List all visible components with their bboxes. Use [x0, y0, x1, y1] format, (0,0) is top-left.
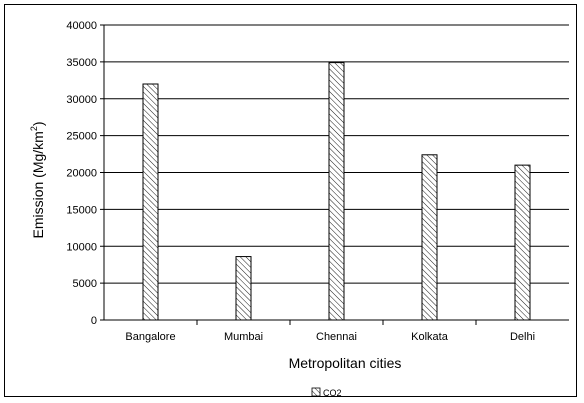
y-axis-label-text: Emission (Mg/km	[30, 131, 46, 238]
x-tick-label: Delhi	[510, 331, 535, 343]
y-tick-label: 25000	[66, 131, 97, 143]
y-tick-label: 15000	[66, 204, 97, 216]
legend-label-co2: CO2	[323, 388, 342, 398]
y-tick-label: 30000	[66, 94, 97, 106]
bar-chennai	[328, 62, 345, 321]
y-tick-label: 35000	[66, 57, 97, 69]
x-tick-label: Mumbai	[224, 331, 263, 343]
x-axis-label: Metropolitan cities	[289, 355, 402, 371]
bar-bangalore	[142, 83, 159, 321]
y-tick-label: 10000	[66, 241, 97, 253]
y-tick-label: 5000	[73, 278, 97, 290]
x-tick-label: Bangalore	[125, 331, 175, 343]
bars	[142, 62, 531, 321]
y-axis-label: Emission (Mg/km2)	[29, 121, 46, 238]
y-axis-label-superscript: 2	[29, 126, 39, 131]
x-tick-label: Chennai	[316, 331, 357, 343]
legend: CO2	[311, 387, 342, 398]
y-axis-label-close: )	[30, 121, 46, 126]
legend-swatch-co2	[311, 387, 321, 397]
bar-delhi	[514, 164, 531, 321]
chart-frame	[4, 4, 577, 397]
y-tick-label: 0	[91, 315, 97, 327]
y-tick-label: 40000	[66, 20, 97, 32]
x-axis-ticks: Bangalore Mumbai Chennai Kolkata Delhi	[125, 320, 535, 343]
bar-mumbai	[235, 256, 252, 321]
bar-kolkata	[421, 154, 438, 321]
x-tick-label: Kolkata	[411, 331, 449, 343]
y-axis-ticks: 0 5000 10000 15000 20000 25000 30000 35000 40000	[66, 20, 104, 327]
y-tick-label: 20000	[66, 168, 97, 180]
